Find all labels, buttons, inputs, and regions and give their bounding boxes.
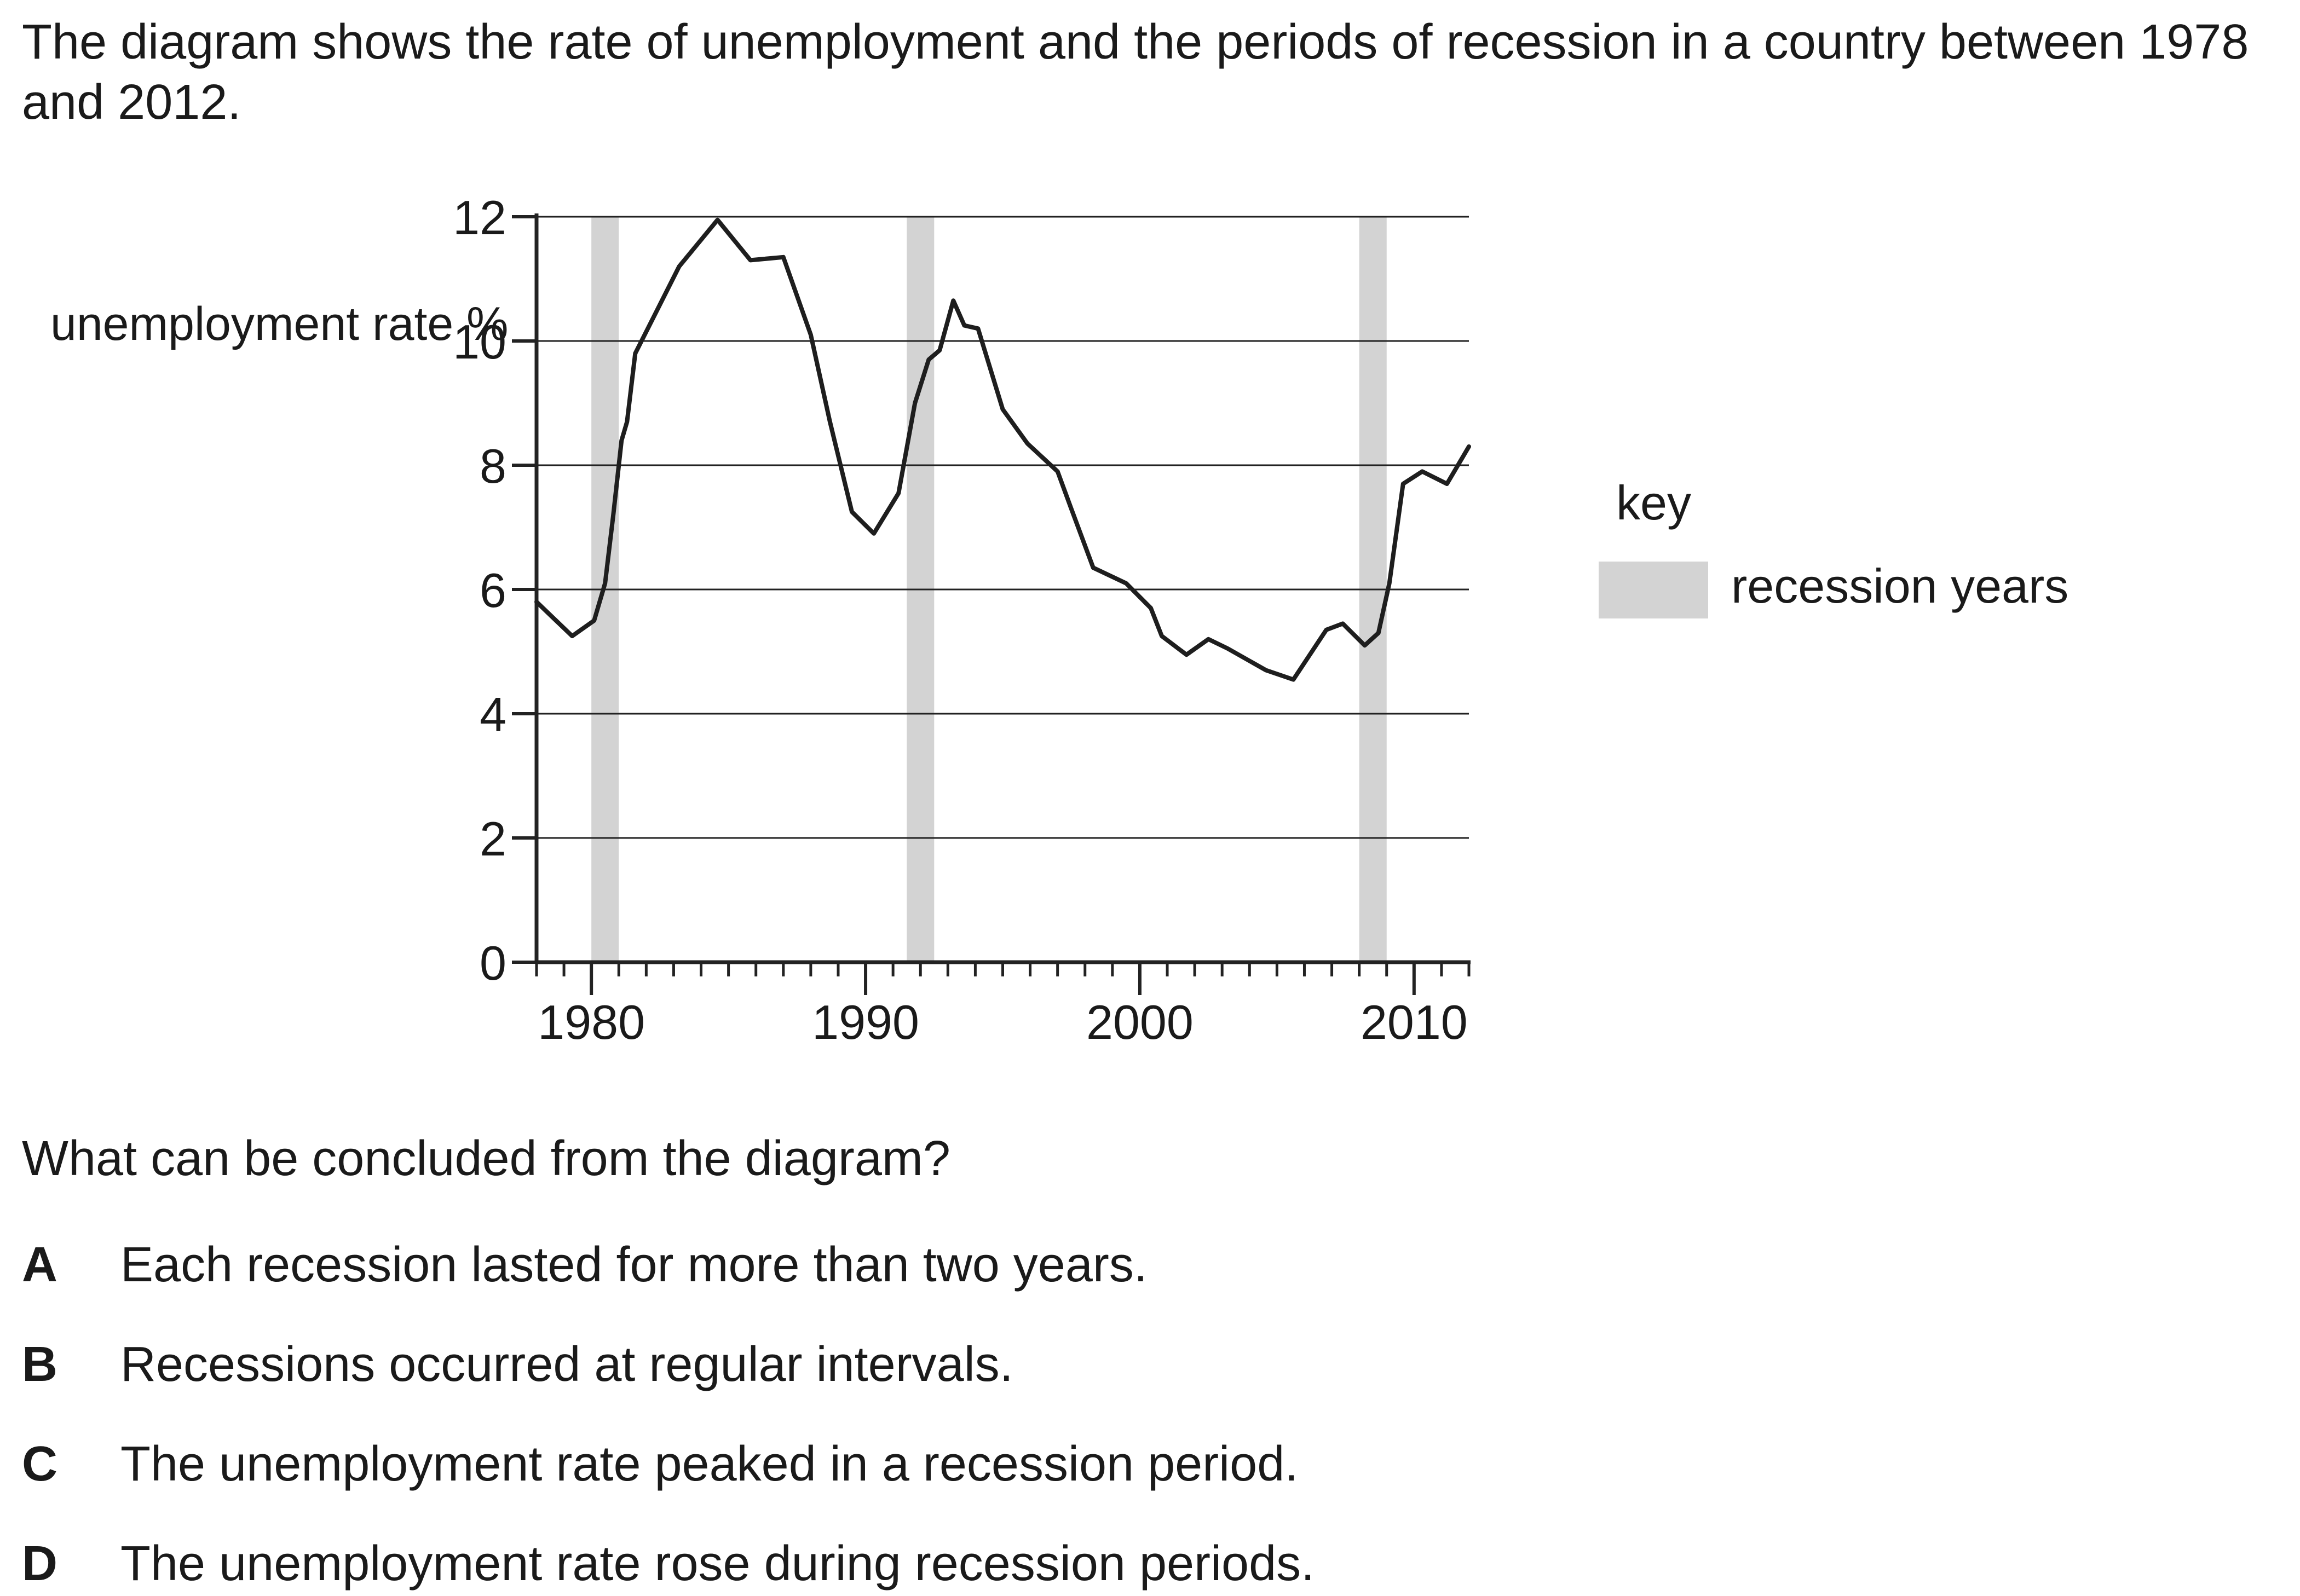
y-tick-label: 0: [480, 936, 506, 990]
y-tick-label: 10: [453, 315, 506, 369]
x-tick-label: 2010: [1361, 995, 1468, 1049]
y-tick-label: 6: [480, 563, 506, 617]
x-tick-label: 1990: [812, 995, 919, 1049]
key-label: recession years: [1731, 559, 2069, 613]
x-tick-label: 1980: [538, 995, 645, 1049]
question-text: What can be concluded from the diagram?: [22, 1131, 950, 1186]
option-text: The unemployment rate rose during recess…: [120, 1536, 1315, 1591]
option-text: Each recession lasted for more than two …: [120, 1238, 1148, 1292]
y-tick-label: 4: [480, 687, 506, 742]
key-title: key: [1616, 476, 1691, 530]
unemployment-chart: 0 2 4 6 8 10 12 1980 1990 2000 2010: [453, 190, 1471, 1049]
key-swatch: [1599, 562, 1708, 618]
option-text: The unemployment rate peaked in a recess…: [120, 1437, 1299, 1491]
option-letter: A: [22, 1238, 57, 1292]
question-intro: The diagram shows the rate of unemployme…: [22, 15, 2249, 130]
y-tick-label: 2: [480, 812, 506, 866]
option-text: Recessions occurred at regular intervals…: [120, 1337, 1013, 1392]
y-tick-label: 8: [480, 439, 506, 493]
unemployment-line: [534, 217, 1471, 682]
axes: [512, 213, 1471, 995]
x-tick-label: 2000: [1086, 995, 1194, 1049]
y-axis-label: unemployment rate %: [50, 298, 509, 350]
option-letter: D: [22, 1536, 57, 1591]
y-tick-label: 12: [453, 190, 506, 245]
option-letter: B: [22, 1337, 57, 1392]
series-layer: [534, 217, 1471, 682]
option-letter: C: [22, 1437, 57, 1491]
tick-labels: 0 2 4 6 8 10 12 1980 1990 2000 2010: [453, 190, 1468, 1049]
gridlines: [537, 216, 1469, 839]
